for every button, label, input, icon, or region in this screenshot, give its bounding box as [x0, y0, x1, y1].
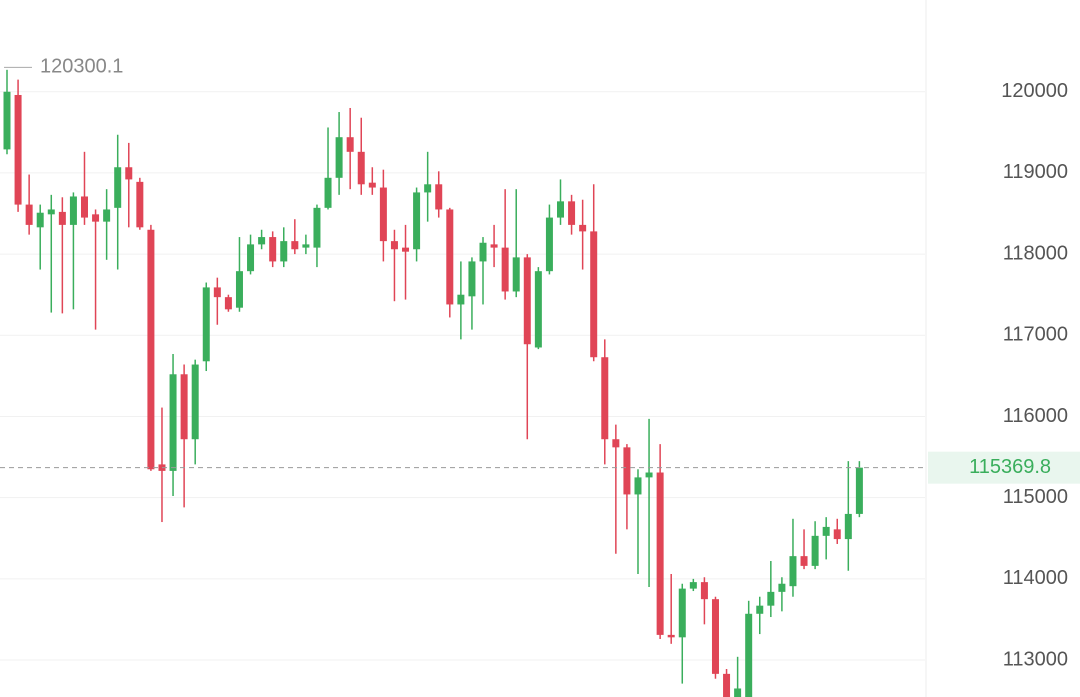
- candle-body: [678, 588, 686, 638]
- candle-body: [545, 217, 553, 272]
- candle-body: [324, 177, 332, 208]
- candle-body: [258, 237, 266, 245]
- candle-body: [213, 287, 221, 298]
- candle-body: [667, 634, 675, 638]
- candle-body: [811, 535, 819, 566]
- candle-body: [833, 529, 841, 540]
- candle-body: [446, 209, 454, 305]
- candle-body: [789, 556, 797, 587]
- candle-body: [800, 556, 808, 566]
- candle-body: [590, 231, 598, 358]
- candle-body: [25, 204, 33, 225]
- candle-body: [645, 472, 653, 478]
- candle-body: [235, 271, 243, 308]
- candle-body: [490, 244, 498, 248]
- candle-body: [224, 297, 232, 310]
- candle-body: [379, 187, 387, 242]
- candle-body: [734, 688, 742, 697]
- candle-body: [36, 212, 44, 228]
- candle-body: [756, 605, 764, 614]
- candle-body: [291, 241, 299, 250]
- candle-body: [335, 137, 343, 178]
- candle-body: [501, 247, 509, 292]
- candle-body: [58, 211, 66, 225]
- candle-body: [47, 209, 55, 215]
- y-tick-label: 118000: [1003, 242, 1068, 264]
- y-tick-label: 116000: [1003, 405, 1068, 427]
- candle-body: [80, 196, 88, 218]
- candle-body: [69, 196, 77, 225]
- candle-body: [180, 374, 188, 440]
- y-tick-label: 117000: [1003, 324, 1068, 346]
- candle-body: [468, 261, 476, 297]
- candle-body: [844, 513, 852, 540]
- candle-body: [656, 472, 664, 635]
- candle-body: [822, 526, 830, 536]
- candle-body: [302, 244, 310, 248]
- candle-body: [457, 294, 465, 305]
- candle-body: [346, 137, 354, 152]
- candle-body: [136, 181, 144, 228]
- candle-body: [191, 364, 199, 440]
- candle-body: [523, 257, 531, 345]
- y-tick-label: 115000: [1003, 486, 1068, 508]
- candle-body: [767, 591, 775, 606]
- candle-body: [169, 374, 177, 471]
- candle-body: [114, 167, 122, 208]
- candle-body: [623, 447, 631, 495]
- last-price-tag: [928, 451, 1080, 484]
- last-price-label: 115369.8: [969, 456, 1051, 478]
- candle-body: [313, 207, 321, 248]
- candle-body: [700, 582, 708, 600]
- candle-body: [745, 613, 753, 697]
- candle-body: [855, 467, 863, 514]
- candle-body: [435, 184, 443, 210]
- candle-body: [390, 241, 398, 250]
- y-tick-label: 113000: [1003, 648, 1068, 670]
- candle-body: [479, 242, 487, 262]
- y-tick-label: 114000: [1003, 567, 1068, 589]
- candle-body: [147, 229, 155, 470]
- candle-body: [92, 214, 100, 222]
- y-tick-label: 120000: [1001, 80, 1068, 102]
- candle-body: [125, 167, 133, 180]
- candle-body: [413, 192, 421, 250]
- candle-body: [3, 91, 11, 150]
- candle-body: [247, 244, 255, 272]
- candle-body: [557, 201, 564, 218]
- candle-body: [568, 201, 576, 225]
- y-tick-label: 119000: [1003, 161, 1068, 183]
- candle-body: [579, 224, 587, 232]
- candle-body: [202, 287, 210, 362]
- candle-body: [689, 582, 697, 589]
- candle-body: [534, 271, 542, 348]
- high-annotation: 120300.1: [40, 56, 123, 78]
- candle-body: [103, 209, 111, 222]
- candle-body: [14, 94, 22, 205]
- candle-body: [280, 241, 288, 262]
- candle-body: [357, 151, 365, 185]
- candle-body: [269, 237, 277, 262]
- candle-body: [601, 357, 609, 440]
- candle-body: [368, 182, 376, 188]
- candle-body: [778, 583, 786, 592]
- candle-body: [612, 439, 620, 448]
- candle-body: [402, 247, 410, 252]
- candle-body: [158, 464, 166, 471]
- candle-body: [711, 599, 719, 674]
- candle-body: [723, 673, 731, 697]
- candle-body: [634, 477, 642, 495]
- candle-body: [424, 184, 432, 193]
- candle-body: [512, 257, 520, 292]
